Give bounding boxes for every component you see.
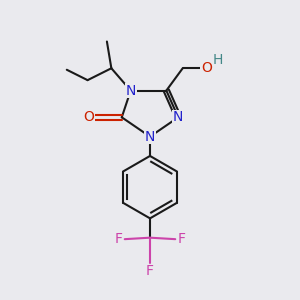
Text: N: N [125, 84, 136, 98]
Text: H: H [212, 53, 223, 67]
Text: F: F [146, 264, 154, 278]
Text: O: O [201, 61, 212, 75]
Text: F: F [114, 232, 122, 246]
Text: N: N [173, 110, 183, 124]
Text: F: F [178, 232, 186, 246]
Text: N: N [145, 130, 155, 144]
Text: O: O [84, 110, 94, 124]
